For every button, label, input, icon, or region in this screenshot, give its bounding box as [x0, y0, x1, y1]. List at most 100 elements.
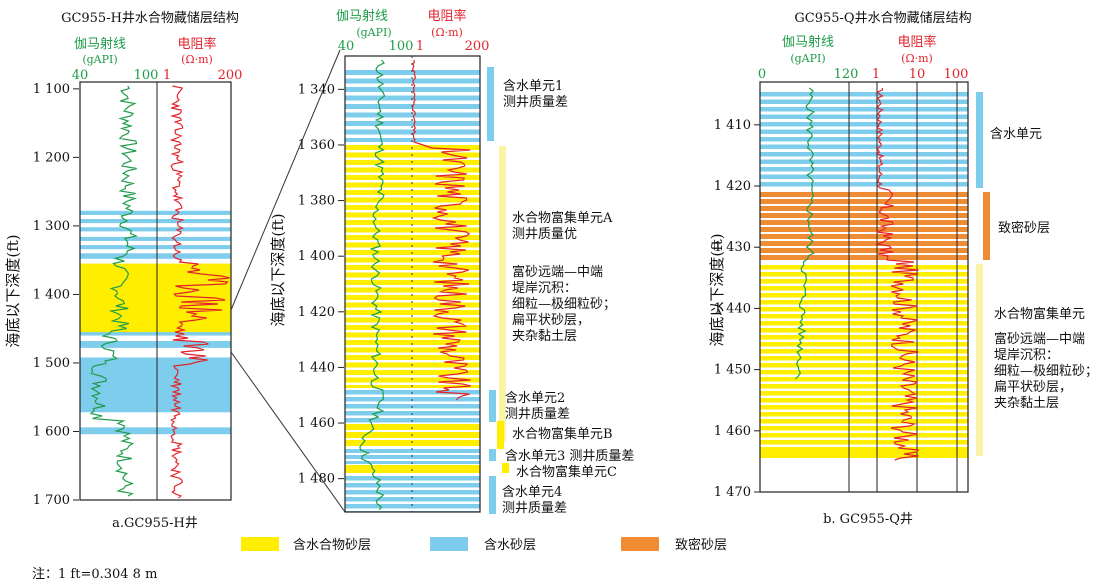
panel-b-caption: b. GC955-Q井 — [823, 512, 913, 527]
hydrate-sand-band — [760, 433, 968, 438]
panel-b-title: GC955-Q井水合物藏储层结构 — [794, 11, 971, 26]
zoom-gamma-curve — [359, 59, 386, 511]
zoom-gamma-unit: (gAPI) — [356, 26, 391, 39]
zoom-depth-tick: 1 440 — [298, 360, 335, 375]
zoom-depth-tick: 1 420 — [298, 305, 335, 320]
panel-b-gamma-unit: (gAPI) — [790, 52, 825, 65]
hydrate-sand-band — [760, 293, 968, 298]
panel-b-annotation-tight: 致密砂层 — [998, 220, 1050, 236]
zoom-annotation-hydrate-c: 水合物富集单元C — [516, 464, 617, 480]
hydrate-sand-band — [760, 286, 968, 291]
panel-b-res-tick-1: 1 — [872, 67, 880, 82]
hydrate-sand-band — [760, 349, 968, 354]
panel-a-depth-tick: 1 700 — [33, 493, 70, 508]
panel-b-depth-tick: 1 470 — [714, 485, 751, 500]
hydrate-sand-band — [345, 220, 480, 225]
water-sand-band — [345, 121, 480, 126]
water-sand-band — [80, 236, 231, 241]
water-sand-band — [760, 152, 968, 157]
hydrate-sand-band — [760, 412, 968, 417]
tight-sand-band — [760, 206, 968, 211]
tight-sand-band — [760, 227, 968, 232]
water-sand-band — [80, 227, 231, 232]
zoom-res-unit: (Ω·m) — [431, 26, 463, 39]
panel-zoom: 伽马射线 (gAPI) 电阻率 (Ω·m) 40 100 1 200 1 340… — [269, 8, 634, 516]
panel-b: GC955-Q井水合物藏储层结构 伽马射线 (gAPI) 电阻率 (Ω·m) 0… — [708, 11, 1098, 527]
legend-swatch-water — [430, 537, 468, 551]
panel-a-gamma-tick-max: 100 — [134, 68, 159, 83]
panel-b-gamma-tick-min: 0 — [758, 67, 766, 82]
zoom-bracket-water-1 — [487, 67, 494, 141]
hydrate-sand-band — [760, 450, 968, 458]
zoom-bracket-hydrate-c — [502, 463, 509, 473]
legend: 含水合物砂层 含水砂层 致密砂层 — [241, 537, 727, 553]
water-sand-band — [80, 219, 231, 224]
zoom-depth-tick: 1 480 — [298, 472, 335, 487]
hydrate-sand-band — [760, 265, 968, 270]
hydrate-sand-band — [760, 307, 968, 312]
hydrate-sand-band — [760, 314, 968, 319]
zoom-gamma-label: 伽马射线 — [336, 8, 388, 24]
water-sand-band — [345, 497, 480, 502]
water-sand-band — [80, 210, 231, 215]
panel-b-res-tick-100: 100 — [944, 67, 969, 82]
hydrate-sand-band — [760, 321, 968, 326]
zoom-bracket-hydrate-a — [499, 146, 506, 442]
legend-label-tight: 致密砂层 — [675, 537, 727, 553]
panel-b-depth-tick: 1 410 — [714, 118, 751, 133]
unit-note: 注：1 ft=0.304 8 m — [32, 567, 157, 582]
hydrate-sand-band — [345, 317, 480, 323]
zoom-res-tick-min: 1 — [416, 39, 424, 54]
water-sand-band — [760, 182, 968, 187]
panel-a-res-label: 电阻率 — [177, 36, 216, 52]
hydrate-sand-band — [760, 391, 968, 396]
zoom-bracket-water-2 — [489, 390, 496, 422]
water-sand-band — [345, 112, 480, 118]
zoom-depth-tick: 1 380 — [298, 194, 335, 209]
zoom-lithology-bands — [345, 70, 480, 512]
zoom-bracket-hydrate-b — [497, 421, 504, 449]
panel-a-res-tick-min: 1 — [163, 68, 171, 83]
hydrate-sand-band — [345, 295, 480, 300]
zoom-ylabel: 海底以下深度(ft) — [269, 213, 287, 326]
zoom-depth-tick: 1 400 — [298, 249, 335, 264]
panel-b-depth-tick: 1 440 — [714, 301, 751, 316]
legend-label-water: 含水砂层 — [484, 537, 536, 553]
water-sand-band — [80, 341, 231, 348]
hydrate-sand-band — [760, 279, 968, 284]
hydrate-sand-band — [760, 377, 968, 382]
zoom-annotation-water-3: 含水单元3 测井质量差 — [505, 448, 634, 464]
zoom-res-label: 电阻率 — [427, 8, 466, 24]
hydrate-sand-band — [760, 384, 968, 389]
tight-sand-band — [760, 220, 968, 225]
hydrate-sand-band — [760, 342, 968, 347]
hydrate-sand-band — [760, 328, 968, 333]
hydrate-sand-band — [760, 405, 968, 410]
legend-swatch-hydrate — [241, 537, 279, 551]
hydrate-sand-band — [760, 447, 968, 450]
zoom-resistivity-curve — [411, 59, 471, 401]
hydrate-sand-band — [760, 335, 968, 340]
zoom-connector-top — [230, 49, 341, 311]
panel-b-resistivity-curve — [876, 87, 920, 461]
panel-a-depth-tick: 1 100 — [33, 82, 70, 97]
water-sand-band — [80, 245, 231, 250]
zoom-connector-bottom — [230, 351, 346, 513]
panel-b-annotation-water: 含水单元 — [990, 126, 1042, 142]
panel-a-title: GC955-H井水合物藏储层结构 — [61, 11, 239, 26]
water-sand-band — [760, 144, 968, 149]
panel-b-res-unit: (Ω·m) — [901, 52, 933, 65]
hydrate-sand-band — [760, 363, 968, 368]
water-sand-band — [760, 137, 968, 142]
hydrate-sand-band — [345, 190, 480, 195]
hydrate-sand-band — [760, 398, 968, 403]
water-sand-band — [80, 357, 231, 413]
zoom-annotation-water-1: 含水单元1 测井质量差 — [503, 78, 568, 110]
tight-sand-band — [760, 199, 968, 204]
panel-a: GC955-H井水合物藏储层结构 伽马射线 (gAPI) 电阻率 (Ω·m) 4… — [4, 11, 242, 531]
legend-label-hydrate: 含水合物砂层 — [293, 537, 371, 553]
hydrate-sand-band — [760, 356, 968, 361]
zoom-gamma-tick-min: 40 — [338, 39, 355, 54]
panel-a-gamma-unit: (gAPI) — [82, 53, 117, 66]
